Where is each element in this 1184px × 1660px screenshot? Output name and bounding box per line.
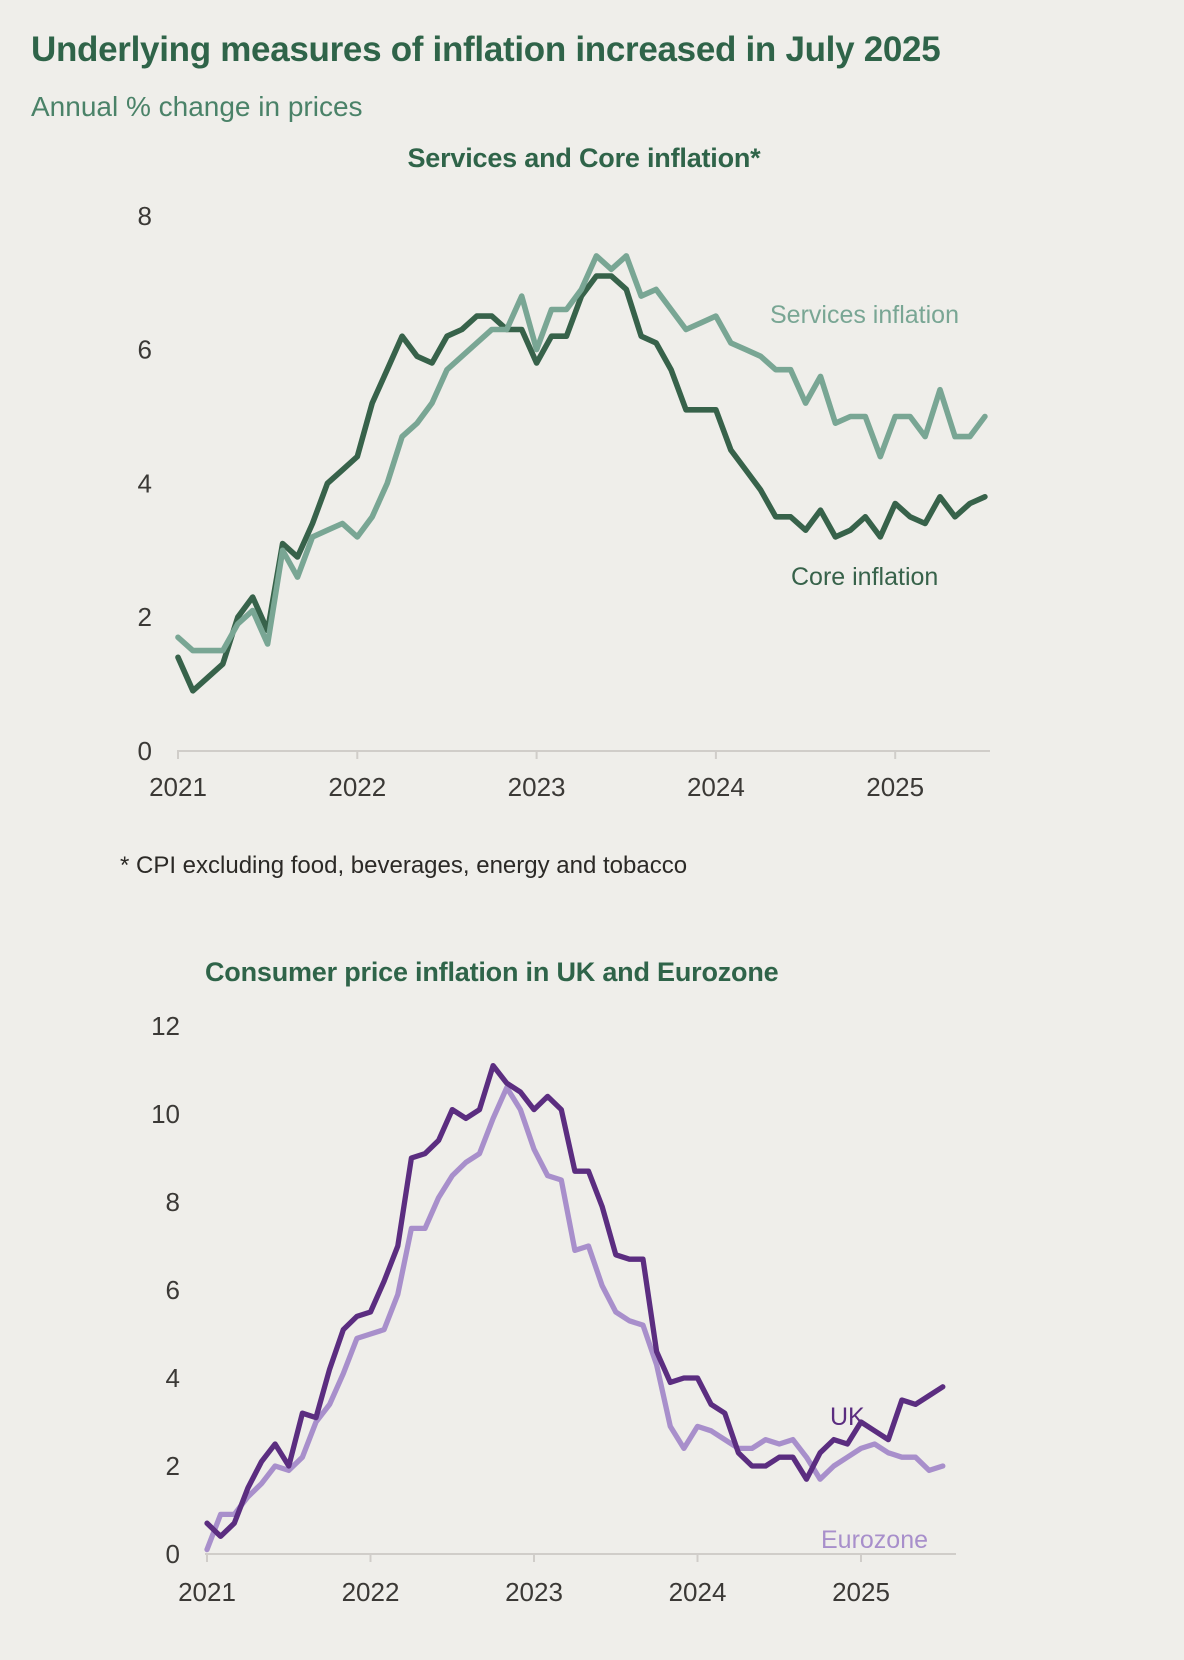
y-tick-label: 8 — [138, 201, 152, 231]
series-label-uk: UK — [830, 1403, 865, 1431]
page-title: Underlying measures of inflation increas… — [31, 30, 941, 69]
y-tick-label: 0 — [166, 1539, 180, 1569]
chart-title-uk-eurozone: Consumer price inflation in UK and Euroz… — [205, 957, 779, 987]
x-tick-label: 2025 — [866, 772, 924, 802]
y-tick-label: 0 — [138, 736, 152, 766]
x-tick-label: 2024 — [669, 1577, 727, 1607]
x-tick-label: 2022 — [328, 772, 386, 802]
x-tick-label: 2021 — [178, 1577, 236, 1607]
x-tick-label: 2023 — [505, 1577, 563, 1607]
x-tick-label: 2022 — [342, 1577, 400, 1607]
y-tick-label: 12 — [151, 1011, 180, 1041]
y-tick-label: 2 — [166, 1451, 180, 1481]
x-tick-label: 2024 — [687, 772, 745, 802]
series-label-eurozone: Eurozone — [821, 1526, 929, 1554]
x-tick-label: 2021 — [149, 772, 207, 802]
services-inflation-line — [175, 253, 988, 654]
footnote: * CPI excluding food, beverages, energy … — [120, 852, 688, 879]
x-tick-label: 2023 — [508, 772, 566, 802]
core-inflation-line — [175, 273, 988, 694]
y-tick-label: 6 — [138, 335, 152, 365]
uk-line — [204, 1062, 946, 1540]
y-tick-label: 10 — [151, 1099, 180, 1129]
y-tick-label: 8 — [166, 1187, 180, 1217]
x-tick-label: 2025 — [832, 1577, 890, 1607]
y-tick-label: 2 — [138, 602, 152, 632]
series-label-core-inflation: Core inflation — [791, 563, 939, 591]
y-tick-label: 4 — [138, 468, 152, 498]
chart-title-services-core: Services and Core inflation* — [407, 143, 761, 173]
page-subtitle: Annual % change in prices — [31, 91, 363, 122]
series-label-services-inflation: Services inflation — [770, 301, 959, 329]
y-tick-label: 6 — [166, 1275, 180, 1305]
eurozone-line — [204, 1084, 946, 1553]
y-tick-label: 4 — [166, 1363, 180, 1393]
